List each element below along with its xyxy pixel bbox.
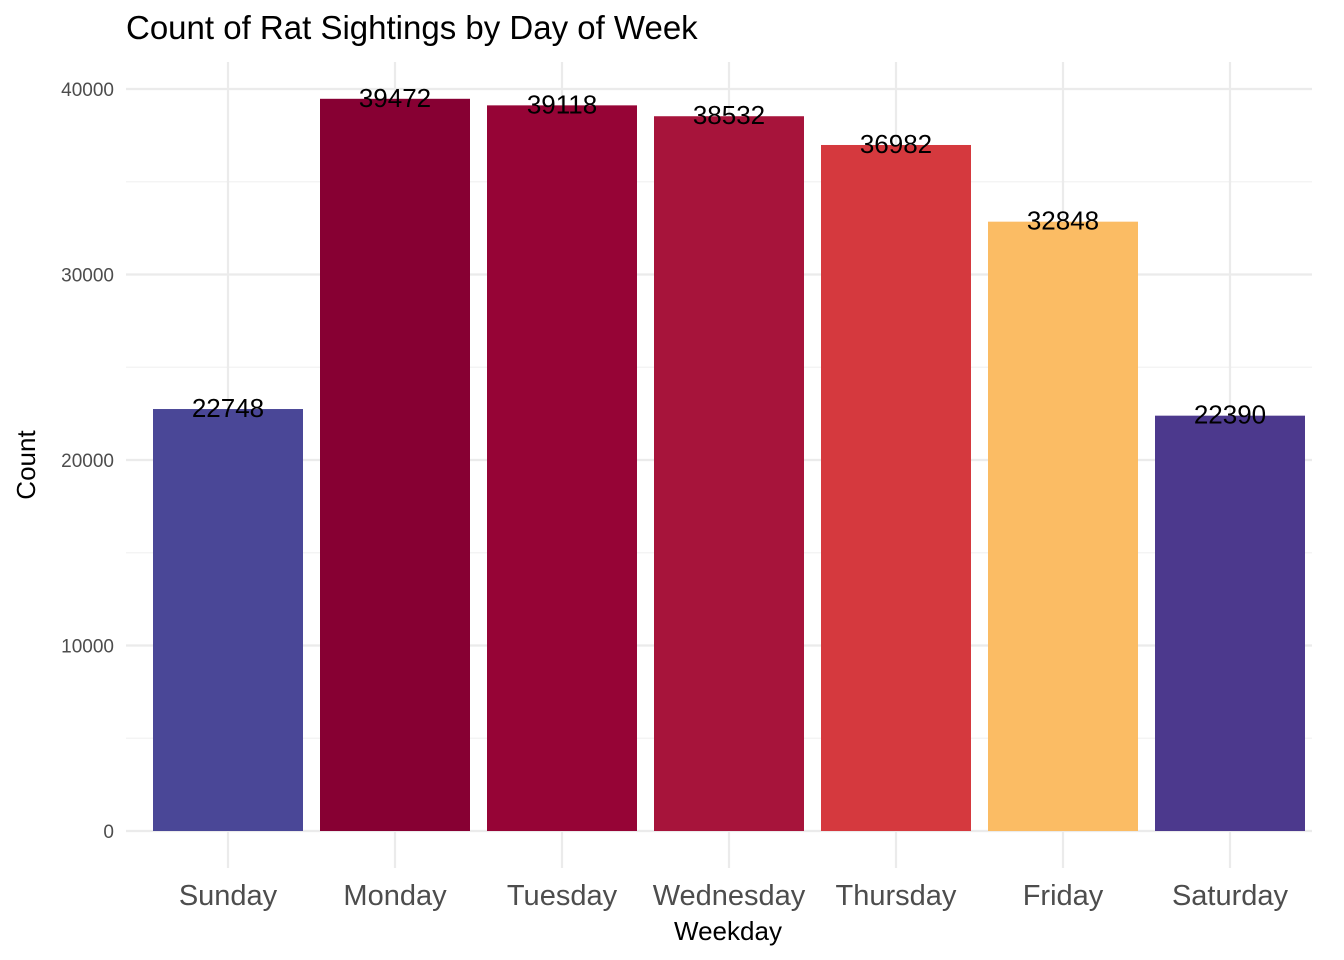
bar-value-label: 32848 [1027,206,1099,236]
x-tick-label: Sunday [179,880,278,912]
x-tick-label: Saturday [1172,880,1289,912]
bar-tuesday [487,105,637,832]
bars [153,98,1305,832]
y-axis-title: Count [11,430,41,500]
x-axis-ticks: Sunday Monday Tuesday Wednesday Thursday Frid… [179,880,1289,912]
x-tick-label: Tuesday [507,880,618,912]
y-tick-label: 10000 [61,637,114,658]
bar-value-label: 39118 [527,89,597,119]
bar-value-labels: 22748 39472 39118 38532 36982 32848 22390 [192,83,1266,430]
x-tick-label: Thursday [836,880,957,912]
x-tick-label: Wednesday [653,880,806,912]
y-tick-label: 30000 [61,266,114,287]
y-tick-label: 0 [103,822,114,843]
x-tick-label: Friday [1023,880,1104,912]
x-axis-title: Weekday [674,916,782,946]
bar-friday [988,221,1138,831]
bar-value-label: 36982 [860,129,932,159]
bar-sunday [153,409,303,831]
bar-value-label: 22748 [192,393,264,423]
bar-value-label: 39472 [359,83,431,113]
bar-wednesday [654,116,804,832]
y-tick-label: 20000 [61,451,114,472]
bar-monday [320,98,470,831]
bar-value-label: 38532 [693,100,765,130]
bar-value-label: 22390 [1194,400,1266,430]
bar-thursday [821,144,971,832]
y-axis-ticks: 0 10000 20000 30000 40000 [61,80,114,843]
bar-saturday [1155,415,1305,831]
y-tick-label: 40000 [61,80,114,101]
chart-title: Count of Rat Sightings by Day of Week [126,9,698,46]
x-tick-label: Monday [343,880,447,912]
